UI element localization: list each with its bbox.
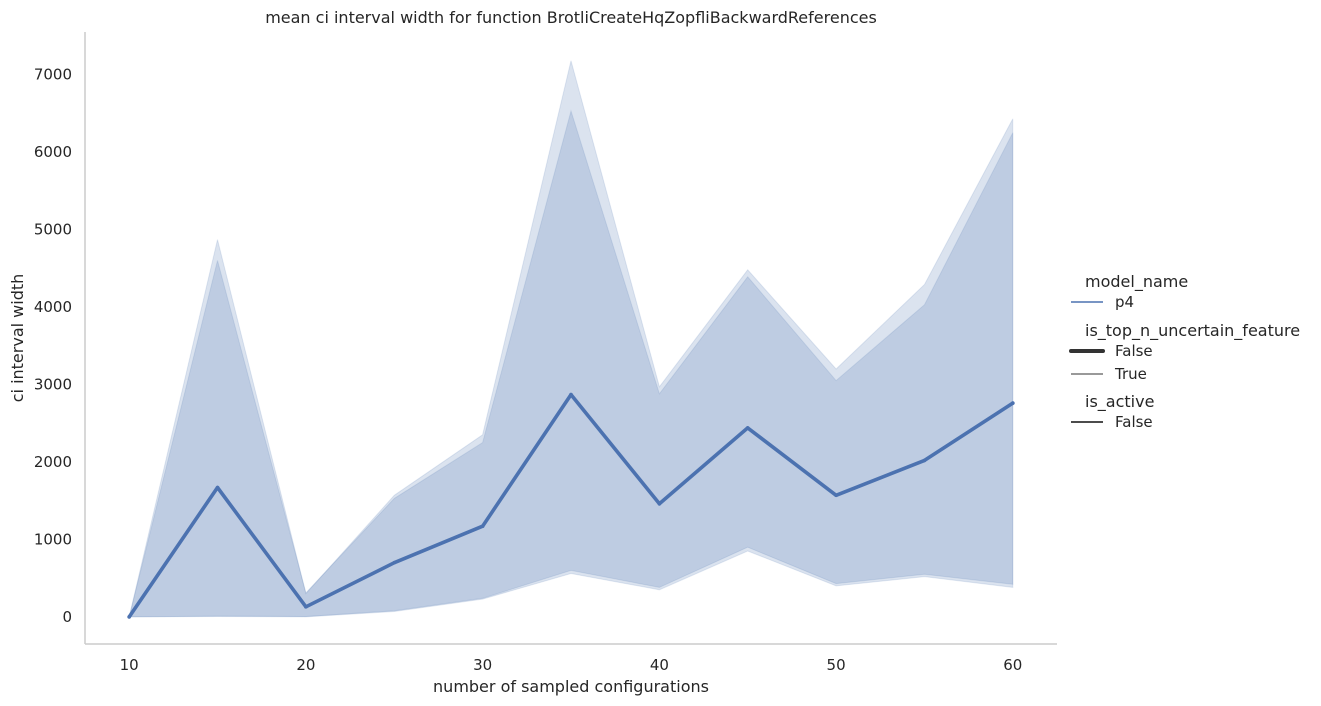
x-tick-label: 20 (296, 656, 315, 674)
x-tick-label: 40 (650, 656, 669, 674)
legend-title-is-active: is_active (1085, 392, 1154, 412)
series-lines (127, 392, 1015, 619)
ci-band-false (128, 109, 1014, 618)
legend-label: True (1114, 365, 1147, 383)
confidence-bands (128, 60, 1014, 618)
data-point (745, 426, 750, 430)
y-tick-label: 7000 (34, 66, 72, 84)
y-tick-label: 4000 (34, 298, 72, 316)
y-tick-label: 5000 (34, 221, 72, 239)
y-axis-title: ci interval width (8, 274, 27, 403)
data-point (127, 615, 131, 619)
legend-label: p4 (1115, 293, 1134, 311)
y-tick-label: 6000 (34, 143, 72, 161)
data-point (657, 501, 662, 506)
legend-title-model-name: model_name (1085, 272, 1188, 292)
data-point (922, 458, 927, 463)
x-axis-title: number of sampled configurations (433, 677, 709, 696)
data-point (834, 493, 838, 498)
y-tick-label: 1000 (34, 530, 72, 548)
data-point (480, 524, 485, 529)
legend-label: False (1115, 413, 1153, 431)
y-tick-label: 2000 (34, 453, 72, 471)
x-tick-label: 50 (827, 656, 846, 674)
legend: model_namep4is_top_n_uncertain_featureFa… (1069, 272, 1300, 431)
x-tick-labels: 10 20 30 40 50 60 (120, 656, 1023, 674)
x-tick-label: 10 (120, 656, 139, 674)
chart-title: mean ci interval width for function Brot… (265, 8, 877, 27)
data-point (215, 485, 220, 490)
x-tick-label: 60 (1003, 656, 1022, 674)
y-tick-label: 3000 (34, 375, 72, 393)
data-point (569, 392, 573, 397)
x-tick-label: 30 (473, 656, 492, 674)
data-point (392, 560, 397, 565)
legend-title-is-top-n-uncertain-feature: is_top_n_uncertain_feature (1085, 321, 1300, 341)
data-point (1011, 401, 1015, 405)
ci-band-true (128, 60, 1014, 618)
y-tick-label: 0 (62, 608, 72, 626)
y-tick-labels: 0 1000 2000 3000 4000 5000 6000 7000 (34, 66, 72, 626)
legend-label: False (1115, 342, 1153, 360)
data-point (304, 605, 308, 609)
